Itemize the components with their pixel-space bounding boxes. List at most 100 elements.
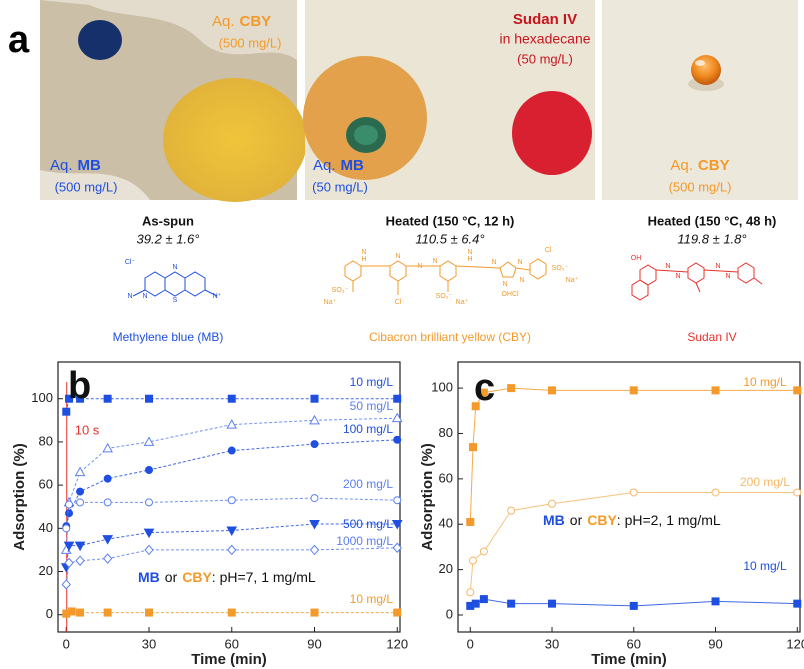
atom-label: N <box>519 277 524 284</box>
y-axis-title: Adsorption (%) <box>419 443 436 550</box>
annotation-part: MB <box>543 512 565 528</box>
photo: Sudan IV in hexadecane (50 mg/L) Aq.MB (… <box>303 0 595 200</box>
data-point <box>146 395 153 402</box>
data-point <box>228 497 235 504</box>
y-tick-label: 100 <box>31 390 53 405</box>
photo-label: in hexadecane <box>499 31 590 47</box>
data-point <box>76 556 84 565</box>
data-point <box>104 395 111 402</box>
data-point <box>549 500 556 507</box>
data-point <box>472 600 479 607</box>
photo-label: Aq.CBY <box>670 157 729 174</box>
atom-label: N <box>502 281 507 288</box>
data-point <box>76 468 85 476</box>
data-point <box>794 489 801 496</box>
y-tick-label: 60 <box>439 470 453 485</box>
atom-label: N <box>432 258 437 265</box>
annotation-part: CBY <box>182 569 212 585</box>
annotation-part: or <box>570 512 583 528</box>
photo: Aq.CBY (500 mg/L) <box>602 0 798 200</box>
data-point <box>66 510 73 517</box>
data-point <box>104 475 111 482</box>
data-point <box>712 387 719 394</box>
series-label: 10 mg/L <box>350 592 394 606</box>
data-point <box>228 545 236 554</box>
atom-label: SO₃⁻ <box>552 265 569 272</box>
photo-label: (500 mg/L) <box>219 35 282 50</box>
data-point <box>311 395 318 402</box>
series-line <box>470 388 797 522</box>
y-tick-label: 20 <box>439 561 453 576</box>
caption: 110.5 ± 6.4° <box>415 231 484 246</box>
data-point <box>77 488 84 495</box>
figure: a Aq.CBY (500 mg/L) Aq.MB (500 mg/L) Sud… <box>0 0 804 669</box>
atom-label: N⁺ <box>213 292 222 300</box>
data-point <box>394 395 401 402</box>
atom-label: Cl <box>545 247 552 254</box>
atom-label: N <box>127 293 132 300</box>
annotation-part: : pH=2, 1 mg/mL <box>617 512 721 528</box>
data-point <box>311 609 318 616</box>
photo-label: (500 mg/L) <box>669 179 732 194</box>
atom-label: SO₃⁻ <box>436 293 453 300</box>
data-point <box>228 395 235 402</box>
series-label: 10 mg/L <box>743 375 787 389</box>
atom-label: H <box>467 256 472 263</box>
atom-label: S <box>173 297 178 304</box>
data-point <box>228 447 235 454</box>
data-point <box>394 436 401 443</box>
data-point <box>480 596 487 603</box>
caption: Heated (150 °C, 12 h) <box>386 213 515 228</box>
data-point <box>508 600 515 607</box>
data-point <box>712 489 719 496</box>
atom-label: N <box>725 273 730 280</box>
y-tick-label: 40 <box>439 516 453 531</box>
atom-label: N <box>395 253 400 260</box>
atom-label: Cl <box>395 299 402 306</box>
x-tick-label: 120 <box>786 636 804 651</box>
marker-line-label: 10 s <box>75 422 100 437</box>
structure-name: Methylene blue (MB) <box>113 330 224 344</box>
atom-label: SO₃⁻ <box>332 287 349 294</box>
data-point <box>146 609 153 616</box>
atom-label: N <box>361 249 366 256</box>
annotation-part: or <box>165 569 178 585</box>
x-tick-label: 0 <box>63 636 70 651</box>
photo-label: (500 mg/L) <box>55 179 118 194</box>
atom-label: N <box>491 259 496 266</box>
atom-label: H <box>361 256 366 263</box>
photo-label: (50 mg/L) <box>517 51 573 66</box>
y-tick-label: 60 <box>39 477 53 492</box>
series-line <box>470 493 797 593</box>
series-label: 1000 mg/L <box>336 534 393 548</box>
y-tick-label: 40 <box>39 520 53 535</box>
series-label: 10 mg/L <box>743 559 787 573</box>
atom-label: N <box>172 264 177 271</box>
data-point <box>630 387 637 394</box>
y-axis-title: Adsorption (%) <box>11 443 28 550</box>
data-point <box>63 525 70 532</box>
atom-label: N <box>675 273 680 280</box>
data-point <box>467 589 474 596</box>
x-tick-label: 120 <box>386 636 408 651</box>
data-point <box>311 495 318 502</box>
data-point <box>794 387 801 394</box>
x-tick-label: 0 <box>467 636 474 651</box>
atom-label: Na⁺ <box>566 276 579 284</box>
annotation-part: MB <box>138 569 160 585</box>
panel-label: c <box>474 367 495 409</box>
data-point <box>394 609 401 616</box>
data-point <box>68 608 75 615</box>
data-point <box>77 499 84 506</box>
series-label: 200 mg/L <box>740 475 790 489</box>
y-tick-label: 20 <box>39 563 53 578</box>
atom-label: Cl⁻ <box>125 259 136 266</box>
atom-label: OHCl <box>501 291 519 298</box>
atom-label: Na⁺ <box>324 298 337 306</box>
atom-label: Na⁺ <box>456 298 469 306</box>
structure-name: Sudan IV <box>687 330 736 344</box>
data-point <box>508 507 515 514</box>
x-tick-label: 90 <box>708 636 722 651</box>
